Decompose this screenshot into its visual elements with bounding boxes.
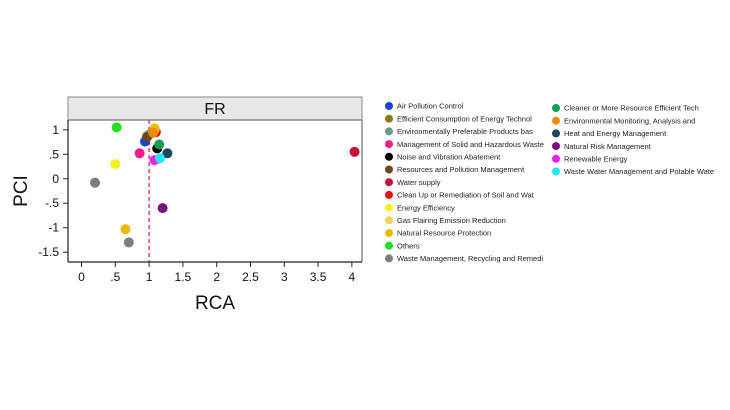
data-point	[110, 159, 121, 170]
legend-label: Waste Water Management and Potable Wate	[564, 167, 714, 176]
legend-marker	[385, 254, 393, 263]
legend-marker	[552, 142, 560, 151]
y-axis-title: PCI	[11, 175, 32, 207]
x-axis: 0 .5 1 1.5 2 2.5 3 3.5 4	[68, 261, 362, 284]
legend-marker	[385, 241, 393, 250]
y-tick-label: .5	[49, 147, 59, 161]
x-tick-label: 1.5	[175, 270, 192, 284]
legend-marker	[385, 114, 393, 123]
legend-label: Air Pollution Control	[397, 102, 464, 111]
legend-label: Cleaner or More Resource Efficient Tech	[564, 104, 699, 113]
legend-label: Natural Risk Management	[564, 142, 652, 151]
legend-label: Management of Solid and Hazardous Waste	[397, 140, 544, 149]
legend-label: Gas Flairing Emission Reduction	[397, 216, 506, 225]
data-point	[162, 148, 173, 159]
x-axis-title: RCA	[195, 293, 235, 314]
legend-marker	[385, 190, 393, 199]
plot-background	[68, 120, 362, 262]
legend-marker	[552, 167, 560, 176]
data-point	[157, 203, 168, 214]
data-point	[90, 177, 101, 188]
facet-label: FR	[204, 101, 225, 118]
legend-label: Resources and Pollution Management	[397, 165, 525, 174]
x-tick-label: 3	[281, 270, 288, 284]
data-point	[111, 122, 122, 133]
legend-label: Efficient Consumption of Energy Technol	[397, 114, 532, 123]
y-tick-label: -1.5	[38, 245, 59, 259]
legend-marker	[385, 216, 393, 225]
legend-marker	[385, 165, 393, 174]
data-point	[120, 224, 131, 235]
x-tick-label: 3.5	[310, 270, 327, 284]
y-tick-label: -1	[48, 221, 59, 235]
legend-label: Others	[397, 241, 420, 250]
legend-marker	[385, 229, 393, 237]
legend-label: Heat and Energy Management	[564, 129, 667, 138]
legend-label: Energy Efficiency	[397, 203, 455, 212]
x-tick-label: 2	[213, 270, 220, 284]
legend-label: Natural Resource Protection	[397, 229, 491, 238]
legend-marker	[385, 102, 393, 110]
legend-label: Clean Up or Remediation of Soil and Wat	[397, 191, 535, 200]
y-axis: 1 .5 0 -.5 -1 -1.5	[38, 120, 69, 262]
data-point	[134, 148, 145, 159]
legend-marker	[385, 127, 393, 136]
x-tick-label: 2.5	[242, 270, 259, 284]
x-tick-label: .5	[110, 270, 120, 284]
y-tick-label: 1	[52, 123, 59, 137]
data-point	[123, 237, 134, 248]
data-point	[154, 153, 165, 164]
data-point	[349, 146, 360, 157]
legend-marker	[385, 152, 393, 161]
y-tick-label: 0	[52, 172, 59, 186]
legend-marker	[385, 140, 393, 149]
legend-label: Environmental Monitoring, Analysis and	[564, 116, 695, 125]
legend-marker	[385, 178, 393, 187]
data-points	[90, 122, 360, 248]
legend-marker	[385, 203, 393, 212]
legend-label: Environmentally Preferable Products bas	[397, 127, 533, 136]
data-point	[148, 127, 159, 138]
x-tick-label: 1	[146, 270, 153, 284]
facet-header: FR	[67, 96, 363, 121]
x-tick-label: 4	[349, 270, 356, 284]
legend-marker	[552, 129, 560, 138]
legend-label: Waste Management, Recycling and Remedi	[397, 254, 543, 263]
data-point	[154, 139, 165, 150]
legend: Air Pollution Control Efficient Consumpti…	[385, 102, 714, 263]
legend-label: Water supply	[397, 178, 441, 187]
legend-label: Noise and Vibration Abatement	[397, 153, 501, 162]
legend-marker	[552, 154, 560, 163]
plot-frame	[68, 119, 363, 262]
legend-label: Renewable Energy	[564, 155, 628, 164]
legend-marker	[552, 116, 560, 125]
x-tick-label: 0	[78, 270, 85, 284]
legend-marker	[552, 104, 560, 112]
y-tick-label: -.5	[45, 196, 59, 210]
